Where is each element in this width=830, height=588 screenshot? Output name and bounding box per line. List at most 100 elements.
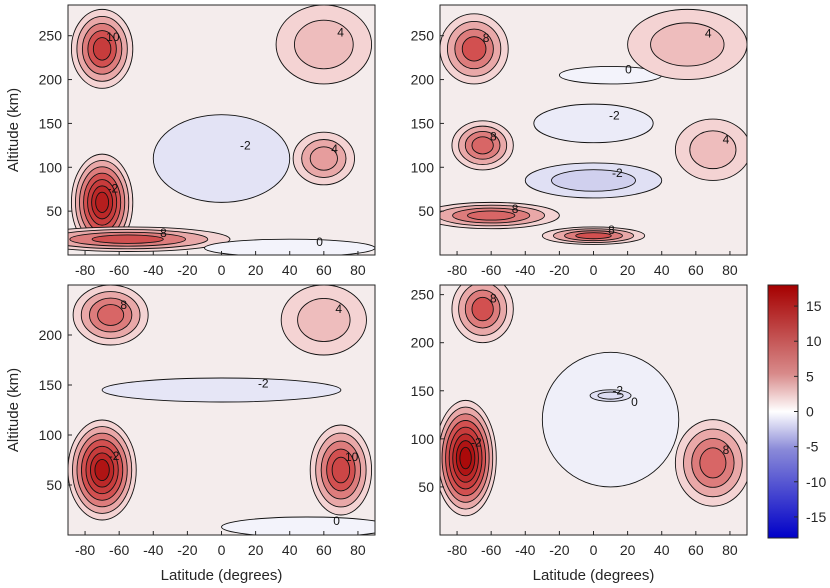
- contour-field: [68, 5, 375, 255]
- y-axis-label: Altitude (km): [5, 368, 22, 452]
- contour-level: [92, 37, 112, 61]
- colorbar-tick-label: -10: [806, 474, 826, 490]
- contour-labels: -2 10 8 4 4 -2 0: [106, 26, 344, 250]
- contour-feature: [275, 5, 373, 85]
- contour-feature: [440, 399, 497, 517]
- contour-feature: [68, 226, 231, 252]
- contour-level: [94, 459, 110, 481]
- contour-label: 4: [331, 142, 338, 156]
- y-tick-label: 200: [39, 72, 63, 88]
- contour-label: 8: [490, 291, 497, 305]
- y-tick-label: 50: [418, 479, 434, 495]
- y-tick-label: 50: [418, 203, 434, 219]
- contour-feature: [451, 120, 514, 171]
- y-tick-label: 150: [39, 115, 63, 131]
- y-tick-label: 250: [411, 28, 435, 44]
- x-tick-label: -40: [515, 262, 535, 278]
- contour-level: [331, 456, 351, 484]
- contour-label: 4: [723, 133, 730, 147]
- x-tick-label: 60: [316, 542, 332, 558]
- x-tick-label: -60: [109, 542, 129, 558]
- x-tick-label: -80: [75, 262, 95, 278]
- colorbar-tick-label: -5: [806, 439, 819, 455]
- contour-feature: [674, 419, 747, 507]
- x-tick-label: -80: [447, 262, 467, 278]
- x-tick-label: 20: [248, 262, 264, 278]
- x-tick-label: 80: [722, 542, 738, 558]
- y-tick-label: 250: [411, 287, 435, 303]
- contour-level: [101, 377, 342, 403]
- contour-label: -2: [612, 166, 623, 180]
- contour-label: 4: [337, 26, 344, 40]
- contour-feature: [68, 419, 137, 521]
- contour-label: -2: [609, 109, 620, 123]
- x-tick-label: -60: [481, 262, 501, 278]
- contour-label: 0: [631, 395, 638, 409]
- contour-level: [221, 516, 375, 535]
- contour-feature: [533, 103, 654, 144]
- contour-label: -2: [612, 383, 623, 397]
- x-tick-label: -20: [549, 542, 569, 558]
- contour-label: 4: [705, 26, 712, 40]
- contour-feature: [70, 8, 134, 89]
- contour-level: [551, 169, 636, 192]
- contour-label: 8: [160, 226, 167, 240]
- x-tick-label: 40: [654, 262, 670, 278]
- contour-level: [689, 130, 737, 170]
- x-tick-label: 40: [654, 542, 670, 558]
- colorbar-tick-label: 15: [806, 298, 822, 314]
- contour-level: [597, 391, 624, 400]
- contour-feature: [309, 424, 373, 516]
- x-tick-label: 0: [590, 542, 598, 558]
- contour-label: 8: [608, 223, 615, 237]
- y-tick-label: 50: [46, 203, 62, 219]
- contour-feature: [70, 153, 134, 252]
- contour-level: [533, 103, 654, 144]
- contour-feature: [101, 377, 342, 403]
- contour-field: [68, 285, 375, 535]
- y-tick-label: 200: [39, 327, 63, 343]
- contour-label: 4: [335, 302, 342, 316]
- contour-level: [91, 234, 164, 244]
- y-tick-label: 100: [39, 159, 63, 175]
- x-tick-label: -40: [143, 262, 163, 278]
- x-tick-label: 60: [688, 542, 704, 558]
- contour-feature: [292, 131, 355, 186]
- contour-labels: -2 8 10 4 -2 0: [109, 298, 359, 528]
- contour-level: [293, 19, 354, 70]
- y-tick-label: 100: [39, 427, 63, 443]
- contour-feature: [541, 226, 646, 245]
- contour-level: [309, 146, 338, 171]
- contour-feature: [524, 162, 663, 199]
- y-tick-label: 150: [411, 383, 435, 399]
- x-tick-label: 80: [350, 262, 366, 278]
- contour-level: [461, 36, 487, 62]
- x-tick-label: -20: [177, 542, 197, 558]
- contour-feature: [204, 238, 375, 255]
- x-tick-label: -60: [481, 542, 501, 558]
- colorbar-tick-label: -15: [806, 509, 826, 525]
- y-tick-label: 150: [39, 377, 63, 393]
- contour-label: 0: [333, 514, 340, 528]
- x-tick-label: -60: [109, 262, 129, 278]
- contour-level: [466, 210, 516, 221]
- contour-label: 8: [120, 298, 127, 312]
- x-tick-label: 40: [282, 262, 298, 278]
- contour-feature: [72, 285, 149, 346]
- contour-feature: [541, 351, 680, 488]
- x-tick-label: 0: [218, 262, 226, 278]
- x-axis-label: Latitude (degrees): [533, 567, 655, 584]
- contour-label: 10: [345, 450, 359, 464]
- x-tick-label: 20: [620, 542, 636, 558]
- x-tick-label: 60: [316, 262, 332, 278]
- x-tick-label: -40: [143, 542, 163, 558]
- colorbar-tick-label: 10: [806, 333, 822, 349]
- contour-level: [471, 296, 494, 322]
- contour-label: 8: [723, 443, 730, 457]
- contour-level: [541, 351, 680, 488]
